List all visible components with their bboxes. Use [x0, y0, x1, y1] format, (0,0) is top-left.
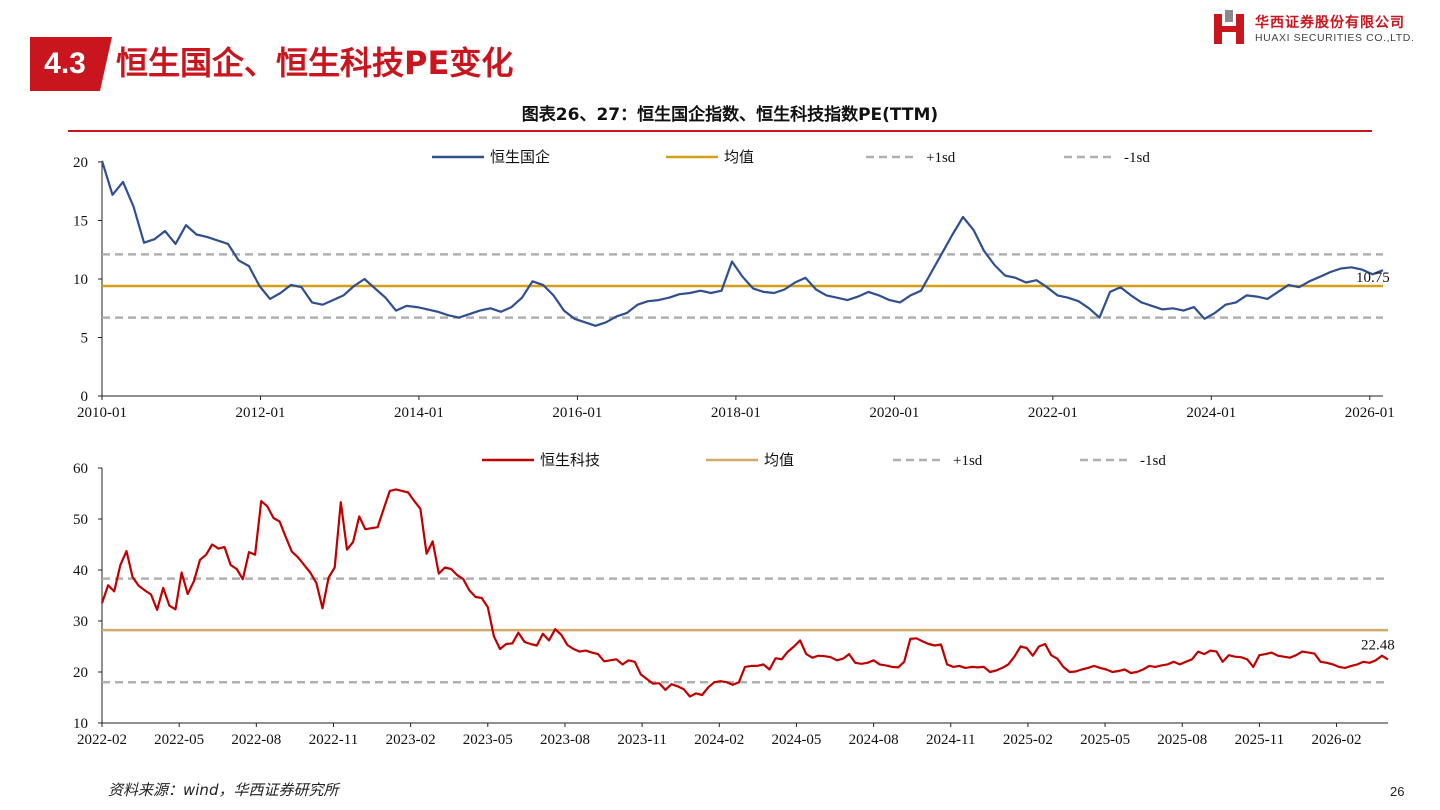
hscei-x-tick-label: 2016-01 [552, 405, 602, 421]
hscei-y-tick-label: 0 [81, 389, 89, 405]
logo-chinese-name: 华西证券股份有限公司 [1255, 15, 1405, 31]
hscei-y-tick-label: 5 [81, 331, 89, 347]
hstech-y-tick-label: 50 [73, 512, 88, 528]
hscei-legend-mean-label: 均值 [724, 148, 754, 166]
hscei-x-tick-label: 2020-01 [869, 405, 919, 421]
hstech-series-line [100, 488, 1389, 698]
hstech-x-tick-label: 2024-05 [771, 732, 821, 748]
section-title: 恒生国企、恒生科技PE变化 [116, 44, 514, 82]
hstech-x-tick-label: 2022-05 [154, 732, 204, 748]
hstech-x-tick-label: 2025-05 [1080, 732, 1130, 748]
hscei-legend-plus-1sd-label: +1sd [926, 150, 956, 166]
hstech-y-tick-label: 60 [73, 461, 88, 477]
hstech-legend-minus-1sd-label: -1sd [1140, 453, 1166, 469]
hscei-y-tick-label: 15 [73, 214, 88, 230]
hscei-x-tick-label: 2010-01 [77, 405, 127, 421]
hstech-x-tick-label: 2023-05 [463, 732, 513, 748]
heading-divider [68, 130, 1372, 132]
hstech-y-tick-label: 10 [73, 716, 88, 732]
hscei-x-tick-label: 2014-01 [394, 405, 444, 421]
hstech-legend-series-label: 恒生科技 [540, 451, 600, 469]
hstech-x-tick-label: 2025-08 [1157, 732, 1207, 748]
hscei-legend-series-label: 恒生国企 [490, 148, 550, 166]
hscei-x-tick-label: 2018-01 [711, 405, 761, 421]
hstech-last-value-label: 22.48 [1361, 637, 1395, 653]
hscei-x-tick-label: 2012-01 [235, 405, 285, 421]
hstech-y-tick-label: 20 [73, 665, 88, 681]
hstech-x-tick-label: 2025-11 [1235, 732, 1284, 748]
logo-mark-icon [1214, 10, 1244, 44]
hstech-x-tick-label: 2023-02 [386, 732, 436, 748]
hstech-legend-mean-label: 均值 [764, 451, 794, 469]
hstech-y-tick-label: 40 [73, 563, 88, 579]
hstech-x-tick-label: 2025-02 [1003, 732, 1053, 748]
hstech-x-tick-label: 2022-08 [231, 732, 281, 748]
hscei-x-tick-label: 2026-01 [1345, 405, 1395, 421]
hscei-x-tick-label: 2024-01 [1186, 405, 1236, 421]
hscei-last-value-label: 10.75 [1356, 270, 1390, 286]
hscei-series-line [100, 160, 1384, 327]
hstech-x-tick-label: 2023-08 [540, 732, 590, 748]
hstech-x-tick-label: 2023-11 [617, 732, 666, 748]
hscei-legend-minus-1sd-label: -1sd [1124, 150, 1150, 166]
hstech-x-tick-label: 2024-02 [694, 732, 744, 748]
hstech-x-tick-label: 2022-11 [309, 732, 358, 748]
hscei-y-tick-label: 10 [73, 272, 88, 288]
hstech-x-tick-label: 2026-02 [1312, 732, 1362, 748]
chart-heading: 图表26、27：恒生国企指数、恒生科技指数PE(TTM) [521, 105, 939, 125]
hstech-x-tick-label: 2024-11 [926, 732, 975, 748]
hstech-legend-plus-1sd-label: +1sd [953, 453, 983, 469]
page-number: 26 [1390, 784, 1405, 799]
logo-english-name: HUAXI SECURITIES CO.,LTD. [1255, 32, 1415, 44]
section-number-badge: 4.3 [30, 37, 112, 91]
hscei-y-tick-label: 20 [73, 155, 88, 171]
hstech-x-tick-label: 2022-02 [77, 732, 127, 748]
hscei-x-tick-label: 2022-01 [1028, 405, 1078, 421]
source-note: 资料来源：wind，华西证券研究所 [108, 781, 339, 799]
company-logo: 华西证券股份有限公司 HUAXI SECURITIES CO.,LTD. [1212, 10, 1432, 50]
hstech-y-tick-label: 30 [73, 614, 88, 630]
hstech-x-tick-label: 2024-08 [849, 732, 899, 748]
